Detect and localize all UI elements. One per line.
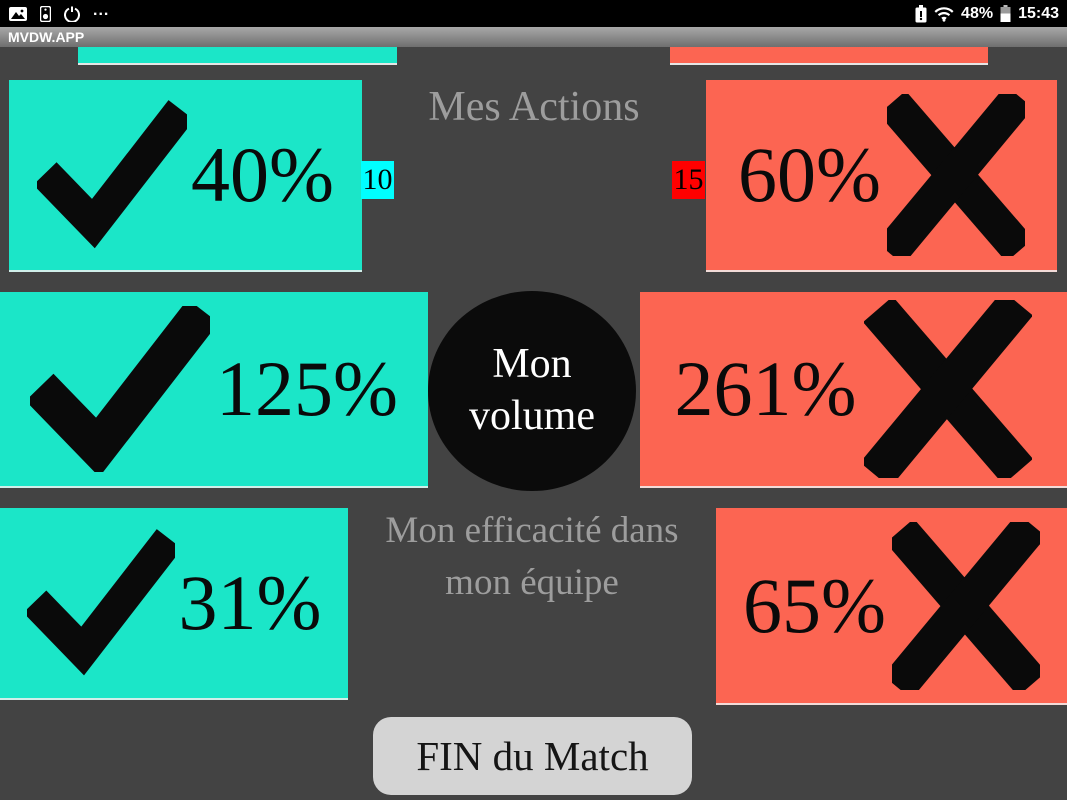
fail-actions-percent: 60% xyxy=(738,131,881,218)
wifi-icon xyxy=(934,6,954,22)
volume-label-line2: volume xyxy=(469,393,595,439)
cross-icon xyxy=(864,300,1033,478)
fail-volume-tile[interactable]: 261% xyxy=(640,292,1067,488)
fail-count-badge: 15 xyxy=(672,161,705,199)
clock-time: 15:43 xyxy=(1018,4,1059,22)
power-saver-icon xyxy=(64,6,80,22)
status-bar: ... 48% 15:43 xyxy=(0,0,1067,27)
success-actions-tile[interactable]: 40% xyxy=(9,80,362,272)
success-volume-tile[interactable]: 125% xyxy=(0,292,428,488)
photo-icon xyxy=(9,6,27,21)
success-team-tile[interactable]: 31% xyxy=(0,508,348,700)
mes-actions-label: Mes Actions xyxy=(428,84,640,130)
efficacite-label-line1: Mon efficacité dans xyxy=(385,510,679,551)
fin-du-match-button[interactable]: FIN du Match xyxy=(373,717,692,795)
fail-volume-percent: 261% xyxy=(674,345,857,432)
main-content: Mes Actions 40% 10 15 60% 125% Mon volum… xyxy=(0,47,1067,800)
success-team-percent: 31% xyxy=(178,559,322,646)
status-bar-right: 48% 15:43 xyxy=(915,4,1067,23)
battery-percent: 48% xyxy=(961,4,994,22)
app-bar: MVDW.APP xyxy=(0,27,1067,47)
fail-team-tile[interactable]: 65% xyxy=(716,508,1067,705)
success-gauge-bar xyxy=(78,47,397,65)
speaker-icon xyxy=(40,5,51,22)
check-icon xyxy=(30,306,210,472)
overflow-icon: ... xyxy=(93,1,110,19)
battery-saver-icon xyxy=(915,4,927,23)
status-bar-left: ... xyxy=(0,1,110,22)
cross-icon xyxy=(886,94,1025,256)
success-count-badge: 10 xyxy=(361,161,394,199)
success-volume-percent: 125% xyxy=(216,345,398,432)
check-icon xyxy=(26,529,175,676)
success-actions-percent: 40% xyxy=(191,131,334,218)
fail-team-percent: 65% xyxy=(743,561,886,649)
battery-icon xyxy=(1000,5,1011,22)
efficacite-label-line2: mon équipe xyxy=(445,561,619,603)
mon-volume-circle: Mon volume xyxy=(428,291,636,491)
volume-label-line1: Mon xyxy=(492,341,572,388)
fail-gauge-bar xyxy=(670,47,988,65)
fail-actions-tile[interactable]: 60% xyxy=(706,80,1057,272)
check-icon xyxy=(37,100,187,249)
cross-icon xyxy=(891,521,1040,690)
efficacite-label: Mon efficacité dans mon équipe xyxy=(348,505,716,609)
app-title: MVDW.APP xyxy=(8,29,85,45)
